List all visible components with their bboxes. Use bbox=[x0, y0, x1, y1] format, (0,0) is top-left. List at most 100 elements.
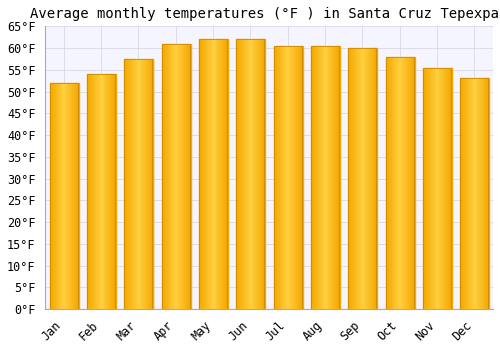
Bar bbox=[412, 57, 413, 309]
Bar bbox=[243, 39, 244, 309]
Bar bbox=[72, 83, 73, 309]
Bar bbox=[97, 74, 98, 309]
Bar bbox=[409, 57, 410, 309]
Bar bbox=[190, 44, 191, 309]
Bar bbox=[200, 39, 201, 309]
Bar bbox=[174, 44, 176, 309]
Bar bbox=[410, 57, 411, 309]
Bar bbox=[207, 39, 208, 309]
Bar bbox=[73, 83, 74, 309]
Bar bbox=[299, 46, 300, 309]
Bar bbox=[98, 74, 99, 309]
Bar bbox=[91, 74, 92, 309]
Bar bbox=[477, 78, 478, 309]
Bar bbox=[210, 39, 211, 309]
Bar bbox=[64, 83, 66, 309]
Bar bbox=[319, 46, 320, 309]
Bar bbox=[402, 57, 403, 309]
Bar bbox=[172, 44, 174, 309]
Bar bbox=[139, 59, 140, 309]
Bar bbox=[252, 39, 253, 309]
Bar bbox=[282, 46, 284, 309]
Bar bbox=[338, 46, 339, 309]
Bar bbox=[95, 74, 96, 309]
Bar bbox=[376, 48, 378, 309]
Bar bbox=[476, 78, 477, 309]
Bar bbox=[339, 46, 340, 309]
Bar bbox=[106, 74, 108, 309]
Bar bbox=[365, 48, 366, 309]
Bar bbox=[403, 57, 404, 309]
Bar bbox=[475, 78, 476, 309]
Bar bbox=[104, 74, 106, 309]
Bar bbox=[311, 46, 339, 309]
Bar bbox=[187, 44, 188, 309]
Bar bbox=[75, 83, 76, 309]
Bar bbox=[388, 57, 390, 309]
Bar bbox=[432, 68, 434, 309]
Bar bbox=[446, 68, 447, 309]
Bar bbox=[274, 46, 275, 309]
Bar bbox=[142, 59, 143, 309]
Bar bbox=[386, 57, 413, 309]
Bar bbox=[322, 46, 324, 309]
Bar bbox=[427, 68, 428, 309]
Bar bbox=[424, 68, 425, 309]
Bar bbox=[170, 44, 172, 309]
Bar bbox=[52, 83, 53, 309]
Bar bbox=[318, 46, 319, 309]
Bar bbox=[220, 39, 222, 309]
Bar bbox=[337, 46, 338, 309]
Bar bbox=[428, 68, 429, 309]
Bar bbox=[133, 59, 134, 309]
Bar bbox=[164, 44, 166, 309]
Bar bbox=[480, 78, 482, 309]
Bar bbox=[256, 39, 257, 309]
Bar bbox=[145, 59, 146, 309]
Bar bbox=[434, 68, 436, 309]
Bar bbox=[360, 48, 361, 309]
Bar bbox=[205, 39, 206, 309]
Bar bbox=[355, 48, 356, 309]
Bar bbox=[469, 78, 470, 309]
Bar bbox=[471, 78, 472, 309]
Bar bbox=[222, 39, 224, 309]
Bar bbox=[249, 39, 250, 309]
Bar bbox=[262, 39, 264, 309]
Bar bbox=[152, 59, 154, 309]
Bar bbox=[264, 39, 266, 309]
Bar bbox=[408, 57, 409, 309]
Bar bbox=[312, 46, 313, 309]
Bar bbox=[140, 59, 141, 309]
Bar bbox=[444, 68, 446, 309]
Bar bbox=[298, 46, 299, 309]
Bar bbox=[60, 83, 62, 309]
Bar bbox=[364, 48, 365, 309]
Bar bbox=[348, 48, 376, 309]
Bar bbox=[186, 44, 187, 309]
Bar bbox=[431, 68, 432, 309]
Bar bbox=[56, 83, 58, 309]
Bar bbox=[247, 39, 248, 309]
Bar bbox=[208, 39, 209, 309]
Bar bbox=[54, 83, 56, 309]
Bar bbox=[484, 78, 486, 309]
Bar bbox=[284, 46, 286, 309]
Bar bbox=[162, 44, 190, 309]
Bar bbox=[199, 39, 227, 309]
Bar bbox=[363, 48, 364, 309]
Bar bbox=[168, 44, 170, 309]
Bar bbox=[50, 83, 78, 309]
Bar bbox=[401, 57, 402, 309]
Title: Average monthly temperatures (°F ) in Santa Cruz Tepexpan: Average monthly temperatures (°F ) in Sa… bbox=[30, 7, 500, 21]
Bar bbox=[448, 68, 449, 309]
Bar bbox=[392, 57, 394, 309]
Bar bbox=[478, 78, 480, 309]
Bar bbox=[88, 74, 89, 309]
Bar bbox=[370, 48, 372, 309]
Bar bbox=[130, 59, 132, 309]
Bar bbox=[280, 46, 281, 309]
Bar bbox=[354, 48, 355, 309]
Bar bbox=[336, 46, 337, 309]
Bar bbox=[324, 46, 326, 309]
